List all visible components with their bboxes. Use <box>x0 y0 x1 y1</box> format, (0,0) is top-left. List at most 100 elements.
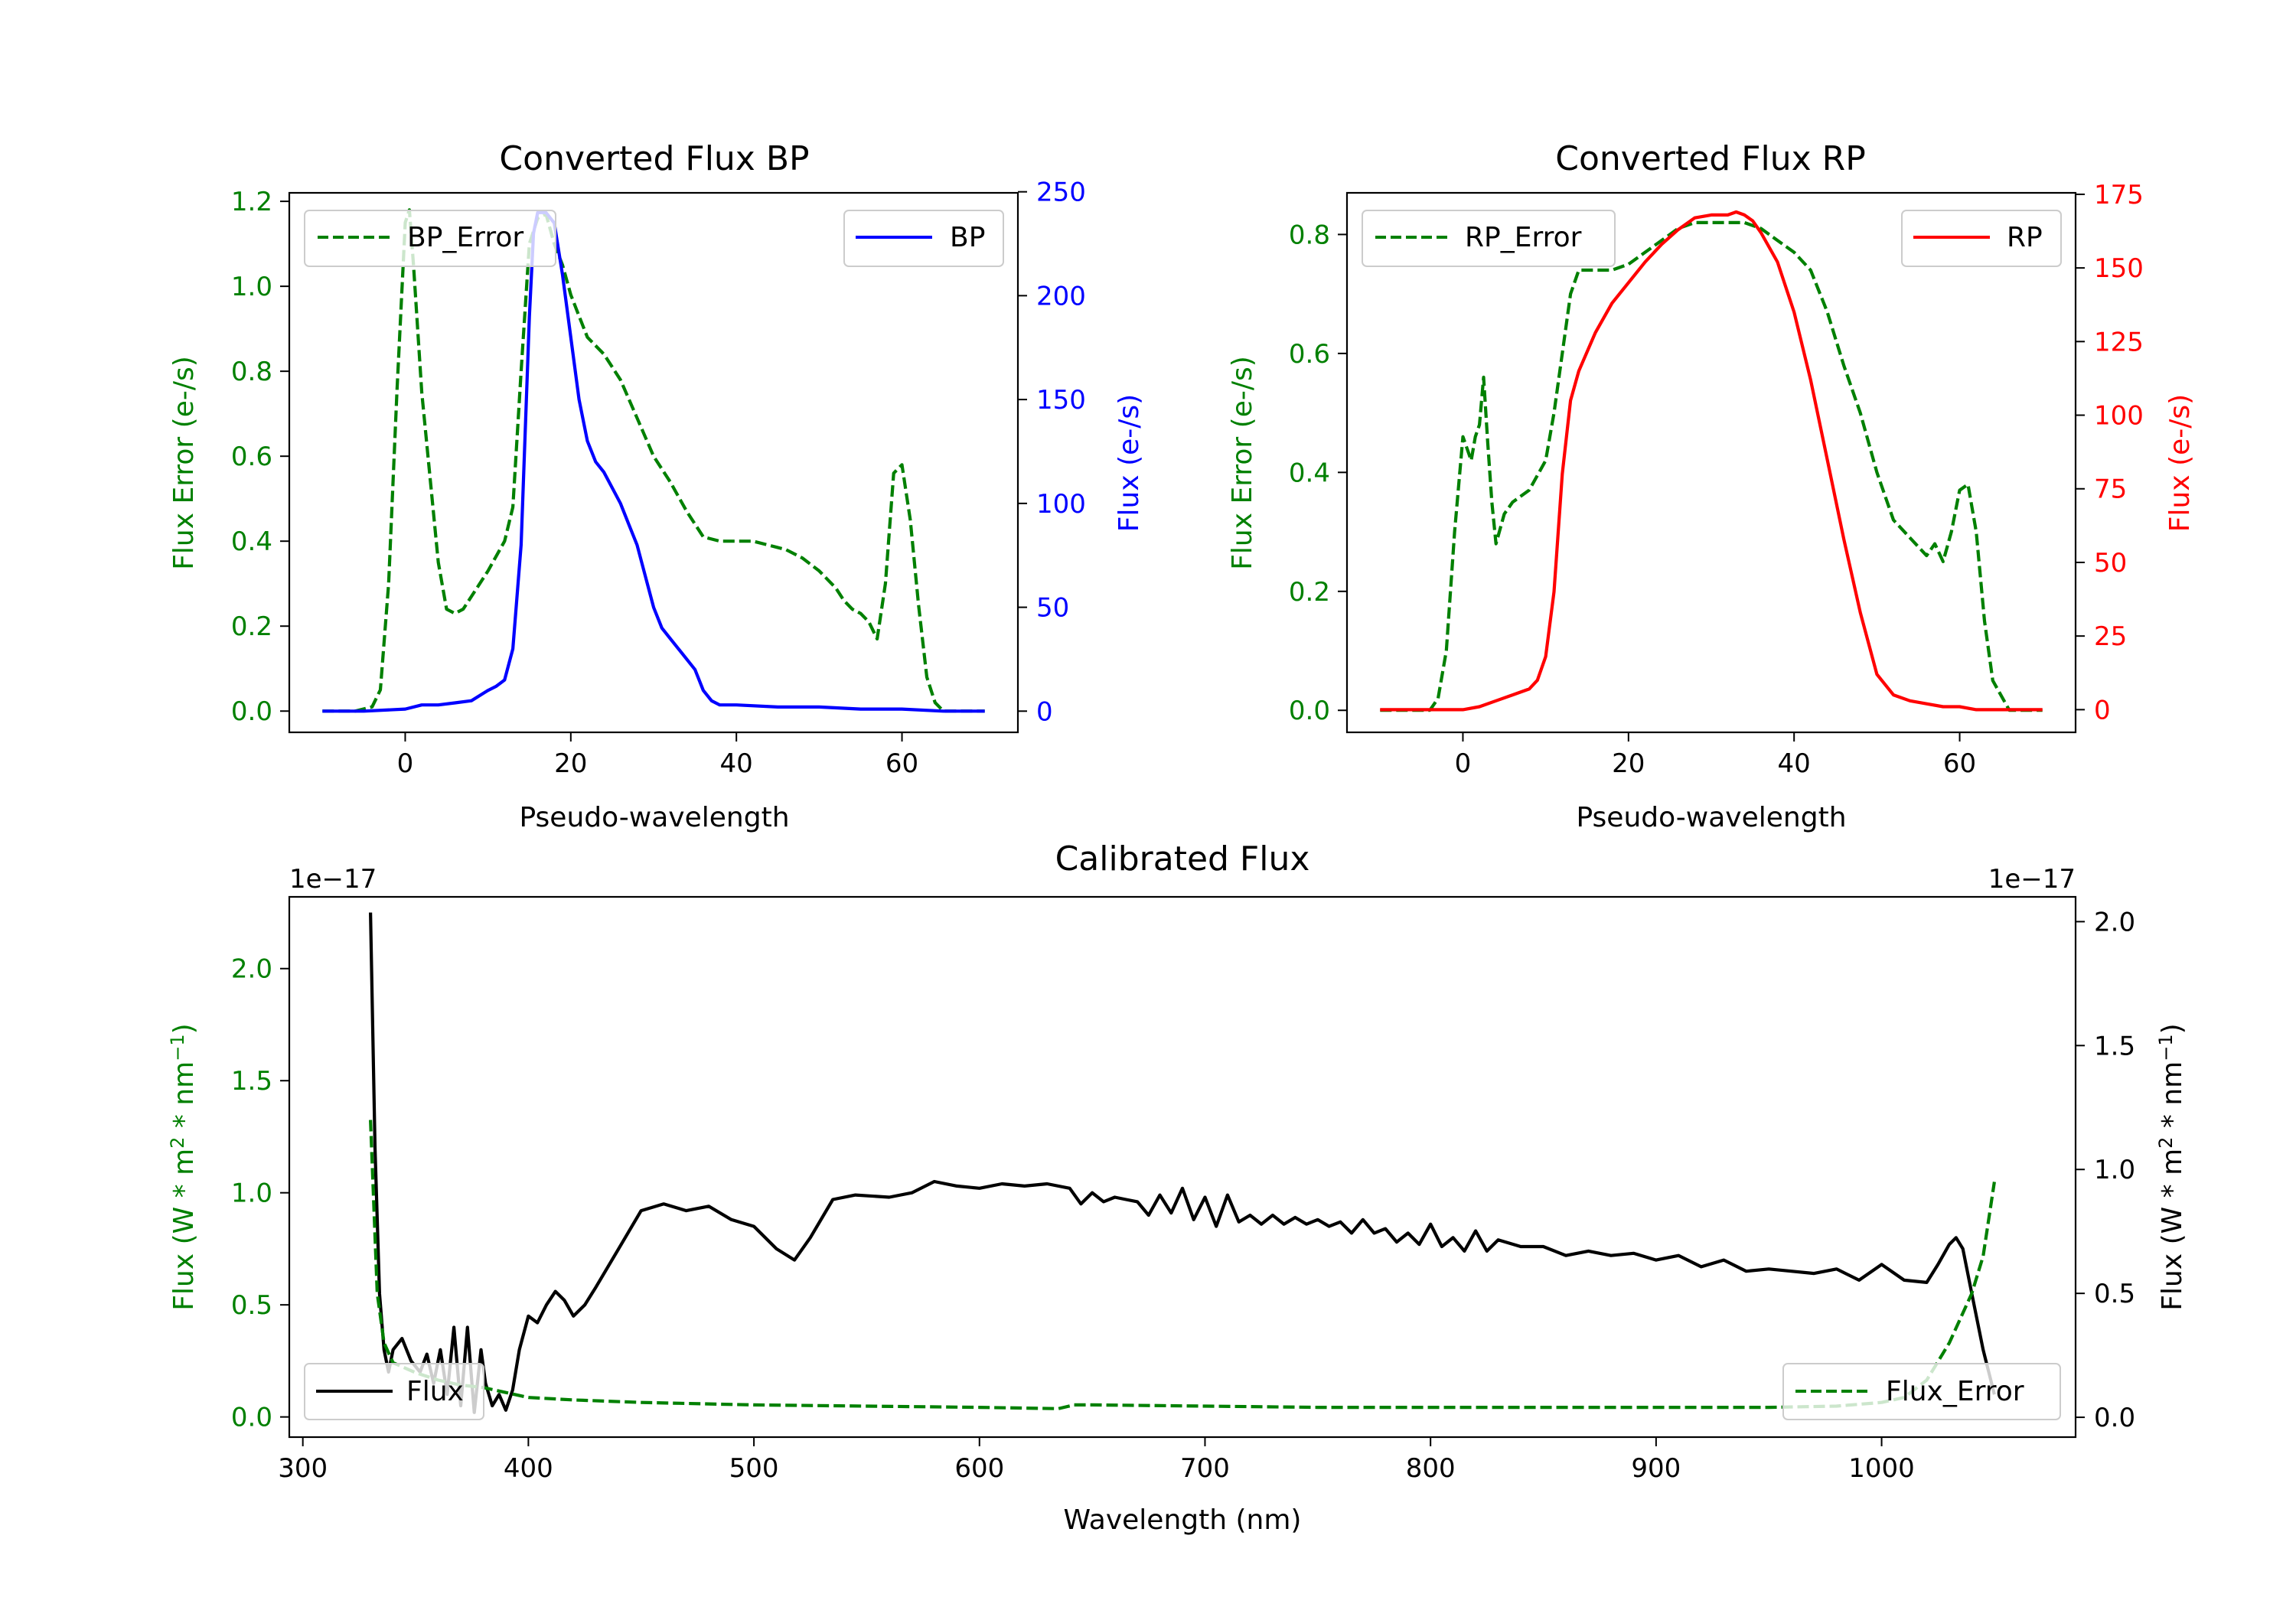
right-y-tick-label: 50 <box>1036 593 1069 624</box>
series-line-bp <box>322 210 985 713</box>
legend-right: RP <box>1901 210 2062 267</box>
legend-right: BP <box>843 210 1004 267</box>
legend-left: Flux <box>304 1363 484 1420</box>
left-y-tick-label: 0.8 <box>1289 220 1330 250</box>
x-axis-label: Pseudo-wavelength <box>519 802 789 833</box>
right-y-axis-ticks: 0 50 100 150 200 250 <box>1018 178 1086 727</box>
left-y-tick-label: 0.0 <box>231 696 272 727</box>
left-y-axis-label: Flux Error (e-/s) <box>1227 356 1258 570</box>
left-y-axis-ticks: 0.0 0.2 0.4 0.6 0.8 1.0 1.2 <box>231 187 289 727</box>
left-y-tick-label: 0.4 <box>231 526 272 557</box>
x-tick-label: 60 <box>1943 748 1976 779</box>
x-axis-label: Pseudo-wavelength <box>1576 802 1846 833</box>
left-y-tick-label: 0.0 <box>1289 696 1330 726</box>
x-tick-label: 700 <box>1180 1453 1230 1484</box>
x-tick-label: 0 <box>397 748 414 779</box>
right-y-tick-label: 2.0 <box>2094 907 2135 937</box>
x-tick-label: 500 <box>729 1453 779 1484</box>
x-axis-ticks: 0 20 40 60 <box>397 732 918 779</box>
right-y-tick-label: 150 <box>1036 385 1086 416</box>
x-tick-label: 600 <box>954 1453 1004 1484</box>
series-line-bp-error <box>322 208 985 713</box>
right-y-tick-label: 0 <box>2094 695 2111 725</box>
right-y-tick-label: 1.0 <box>2094 1155 2135 1185</box>
panel-calibrated-flux: Calibrated Flux 1e−17 1e−17 300 400 500 600… <box>167 839 2188 1536</box>
left-y-tick-label: 0.2 <box>231 611 272 642</box>
legend-label: BP <box>950 222 985 253</box>
left-y-tick-label: 1.2 <box>231 187 272 217</box>
right-offset-text: 1e−17 <box>1988 864 2076 895</box>
right-y-tick-label: 150 <box>2094 253 2144 284</box>
x-tick-label: 40 <box>1778 748 1811 779</box>
legend-right: Flux_Error <box>1782 1363 2061 1420</box>
left-y-axis-ticks: 0.0 0.2 0.4 0.6 0.8 <box>1289 220 1347 726</box>
right-y-tick-label: 125 <box>2094 327 2144 357</box>
right-y-tick-label: 75 <box>2094 474 2127 505</box>
left-y-tick-label: 0.4 <box>1289 458 1330 488</box>
legend-left: BP_Error <box>304 210 556 267</box>
legend-label: Flux_Error <box>1886 1376 2024 1407</box>
right-y-axis-label: Flux (e-/s) <box>1114 394 1145 532</box>
chart-title: Calibrated Flux <box>1055 839 1310 878</box>
left-y-tick-label: 0.0 <box>231 1403 272 1433</box>
x-tick-label: 900 <box>1631 1453 1681 1484</box>
series-line-rp <box>1380 210 2043 712</box>
left-y-tick-label: 1.5 <box>231 1066 272 1097</box>
plot-area <box>322 208 985 713</box>
legend-label: RP_Error <box>1465 222 1582 253</box>
right-y-tick-label: 1.5 <box>2094 1031 2135 1061</box>
right-y-tick-label: 100 <box>2094 401 2144 432</box>
left-y-tick-label: 0.6 <box>1289 339 1330 370</box>
right-y-axis-ticks: 0 25 50 75 100 125 150 175 <box>2076 180 2144 725</box>
left-y-tick-label: 2.0 <box>231 954 272 985</box>
left-offset-text: 1e−17 <box>289 864 377 895</box>
left-y-tick-label: 1.0 <box>231 272 272 302</box>
right-y-tick-label: 0.0 <box>2094 1403 2135 1433</box>
panel-converted-flux-rp: Converted Flux RP 0 20 40 60 0.00.20.40.60.… <box>1227 139 2196 833</box>
right-y-tick-label: 100 <box>1036 489 1086 520</box>
axes-frame <box>1345 191 2077 734</box>
chart-title: Converted Flux RP <box>1555 139 1866 178</box>
x-axis-ticks: 0 20 40 60 <box>1455 732 1976 779</box>
axes-frame <box>288 191 1019 734</box>
panel-converted-flux-bp: Converted Flux BP 0 20 40 60 0.00.20.40.60.… <box>168 139 1145 833</box>
right-y-tick-label: 0 <box>1036 696 1053 727</box>
x-tick-label: 60 <box>885 748 918 779</box>
axes-frame <box>288 895 2077 1439</box>
left-y-axis-ticks: 0.0 0.5 1.0 1.5 2.0 <box>231 954 289 1433</box>
x-axis-ticks: 300 400 500 600 700 800 900 1000 <box>278 1437 1915 1484</box>
right-y-tick-label: 175 <box>2094 180 2144 210</box>
series-line-rp-error <box>1380 220 2043 712</box>
legend-label: BP_Error <box>407 222 523 253</box>
legend-label: Flux <box>406 1376 464 1407</box>
x-axis-label: Wavelength (nm) <box>1064 1504 1302 1536</box>
x-tick-label: 20 <box>1612 748 1645 779</box>
x-tick-label: 0 <box>1455 748 1472 779</box>
x-tick-label: 400 <box>504 1453 553 1484</box>
plot-area <box>1380 210 2043 712</box>
legend-label: RP <box>2007 222 2043 253</box>
x-tick-label: 1000 <box>1848 1453 1915 1484</box>
left-y-tick-label: 0.6 <box>231 442 272 472</box>
right-y-axis-ticks: 0.0 0.5 1.0 1.5 2.0 <box>2076 907 2135 1433</box>
left-y-tick-label: 0.2 <box>1289 577 1330 608</box>
left-y-tick-label: 1.0 <box>231 1178 272 1209</box>
left-y-axis-label: Flux Error (e-/s) <box>168 356 200 570</box>
right-y-tick-label: 200 <box>1036 281 1086 311</box>
right-y-tick-label: 0.5 <box>2094 1279 2135 1309</box>
right-y-axis-label: Flux (W * m2 * nm−1) <box>2155 1023 2188 1310</box>
series-line-flux <box>369 912 1996 1414</box>
chart-title: Converted Flux BP <box>499 139 809 178</box>
left-y-axis-label: Flux (W * m2 * nm−1) <box>167 1023 200 1310</box>
left-y-tick-label: 0.5 <box>231 1290 272 1321</box>
x-tick-label: 40 <box>720 748 753 779</box>
right-y-tick-label: 50 <box>2094 548 2127 579</box>
x-tick-label: 300 <box>278 1453 328 1484</box>
x-tick-label: 800 <box>1406 1453 1456 1484</box>
right-y-tick-label: 250 <box>1036 178 1086 208</box>
legend-left: RP_Error <box>1362 210 1616 267</box>
left-y-tick-label: 0.8 <box>231 357 272 387</box>
right-y-axis-label: Flux (e-/s) <box>2164 394 2196 532</box>
right-y-tick-label: 25 <box>2094 621 2127 652</box>
